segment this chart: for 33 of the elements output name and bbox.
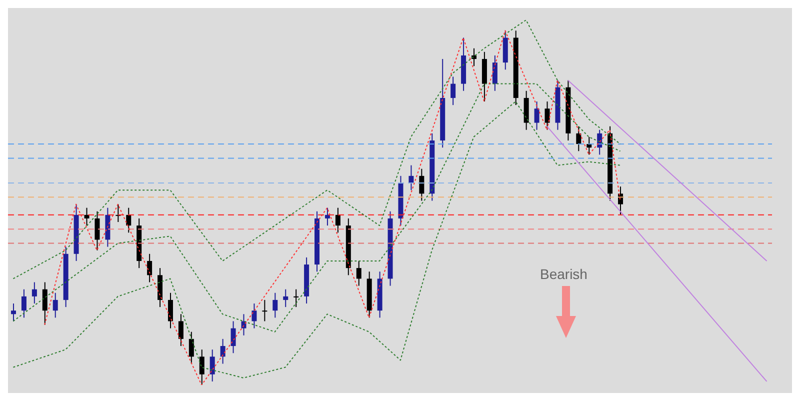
candlestick — [450, 76, 456, 106]
candlestick — [11, 302, 16, 322]
candlestick — [230, 320, 236, 354]
candlestick — [492, 54, 498, 92]
candlestick — [199, 349, 204, 385]
candlestick — [178, 314, 184, 347]
candlestick — [210, 349, 215, 382]
candlestick — [283, 288, 288, 308]
candlestick — [220, 338, 226, 364]
candlestick — [534, 101, 540, 130]
candlestick — [168, 292, 173, 329]
candlestick — [241, 314, 246, 336]
candlestick — [419, 168, 424, 202]
candlestick — [147, 253, 152, 283]
candlestick — [356, 260, 362, 286]
candlestick — [324, 207, 330, 226]
candlestick — [408, 164, 414, 191]
candlestick — [42, 282, 48, 326]
candlestick — [84, 207, 90, 226]
candlestick — [294, 288, 299, 308]
candlestick — [576, 126, 582, 152]
candlestick — [94, 210, 100, 251]
candlestick — [188, 331, 194, 364]
candlestick — [544, 101, 550, 130]
candlestick — [126, 207, 132, 234]
candlestick — [21, 288, 26, 318]
candlestick — [335, 207, 340, 234]
annotation: Bearish — [540, 266, 588, 282]
candlestick — [32, 282, 37, 304]
candlestick — [272, 292, 278, 318]
candlestick — [252, 302, 257, 329]
candlestick — [262, 299, 268, 322]
candlestick — [52, 292, 58, 318]
